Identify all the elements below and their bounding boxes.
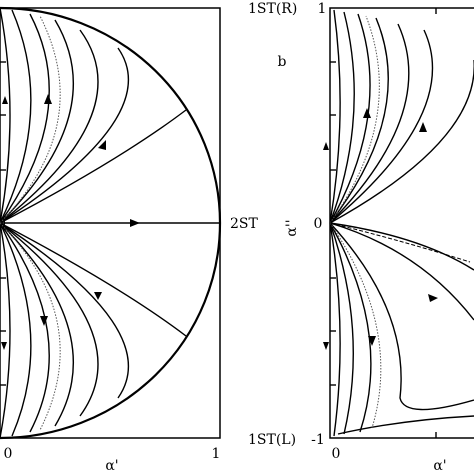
panel-a-arrowheads	[1, 94, 140, 350]
panel-b-letter: b	[278, 54, 287, 70]
arrow-down-icon	[323, 342, 329, 350]
panel-b-top-label: 1ST(R)	[248, 1, 297, 17]
panel-a-y-ticks	[0, 61, 6, 386]
arrow-down-icon	[40, 316, 48, 326]
panel-b-y-label: α''	[284, 219, 300, 236]
panel-a-y-tick-0: 0	[0, 216, 6, 232]
panel-b-bottom-label: 1ST(L)	[248, 432, 296, 448]
arrow-up-icon	[363, 108, 371, 118]
arrow-right-icon	[428, 294, 438, 302]
panel-b-x-tick-0: 0	[332, 446, 341, 462]
arrow-up-icon	[98, 140, 106, 150]
panel-b-bottom-tick: -1	[311, 432, 325, 448]
panel-b-top-tick: 1	[318, 1, 327, 17]
arrow-up-icon	[2, 96, 8, 104]
panel-a-x-tick-0: 0	[4, 446, 13, 462]
arrow-down-icon	[368, 336, 376, 346]
panel-a-lower-flow-lines	[0, 222, 187, 439]
arrow-down-icon	[1, 342, 7, 350]
panel-a-upper-flow-lines	[0, 7, 187, 224]
arrow-up-icon	[44, 94, 52, 104]
panel-b-y-tick-0: 0	[314, 216, 323, 232]
arrow-up-icon	[323, 142, 329, 150]
arrow-up-icon	[419, 122, 427, 132]
panel-a-right-label: 2ST	[230, 216, 258, 232]
panel-a-x-tick-1: 1	[212, 446, 221, 462]
arrow-down-icon	[94, 292, 102, 300]
panel-b-upper-flow-lines	[329, 9, 474, 224]
panel-b-y-ticks	[330, 8, 437, 438]
panel-b-x-label: α'	[433, 458, 446, 474]
panel-b-lower-flow-lines	[329, 222, 474, 437]
panel-a: 2ST 0 0 1 α'	[0, 6, 258, 474]
panel-b: b 1ST(R) 1 1ST(L) -1 0 α'' 0 α'	[248, 1, 474, 474]
panel-b-arrowheads	[323, 108, 438, 350]
panel-b-frame	[329, 7, 474, 439]
arrow-right-icon	[130, 219, 140, 227]
panel-a-x-label: α'	[105, 458, 118, 474]
